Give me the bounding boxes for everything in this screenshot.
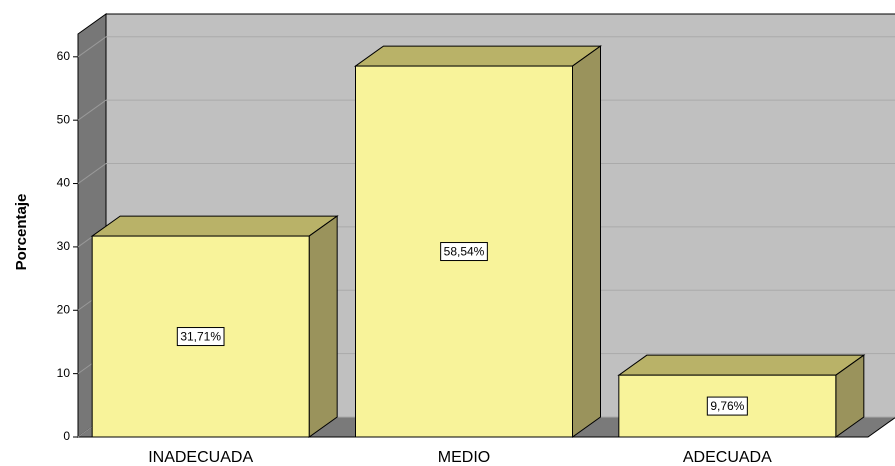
- grid-line: [77, 163, 107, 184]
- value-label: 9,76%: [710, 399, 744, 413]
- value-label-box: [706, 396, 748, 416]
- y-tick-label: 50: [57, 112, 71, 126]
- x-tick-label: INADECUADA: [148, 449, 253, 466]
- y-axis-label: Porcentaje: [13, 194, 30, 271]
- y-tick-label: 10: [57, 366, 71, 380]
- value-label: 58,54%: [444, 245, 485, 259]
- y-tick-label: 0: [63, 429, 70, 443]
- bar-top: [90, 215, 339, 237]
- x-tick-label: MEDIO: [438, 449, 490, 466]
- y-tick-label: 40: [57, 176, 71, 190]
- y-tick-label: 20: [57, 302, 71, 316]
- bar-top: [617, 354, 866, 376]
- grid-line: [77, 36, 107, 58]
- value-label: 31,71%: [180, 330, 221, 344]
- y-tick-label: 60: [57, 49, 71, 63]
- value-label-box: [176, 327, 225, 347]
- x-tick-label: ADECUADA: [683, 449, 772, 466]
- y-tick-label: 30: [57, 239, 71, 253]
- grid-line: [77, 99, 107, 121]
- bar-top: [353, 45, 603, 67]
- value-label-box: [440, 242, 488, 262]
- bar-side: [308, 215, 338, 438]
- bar-side: [572, 45, 601, 438]
